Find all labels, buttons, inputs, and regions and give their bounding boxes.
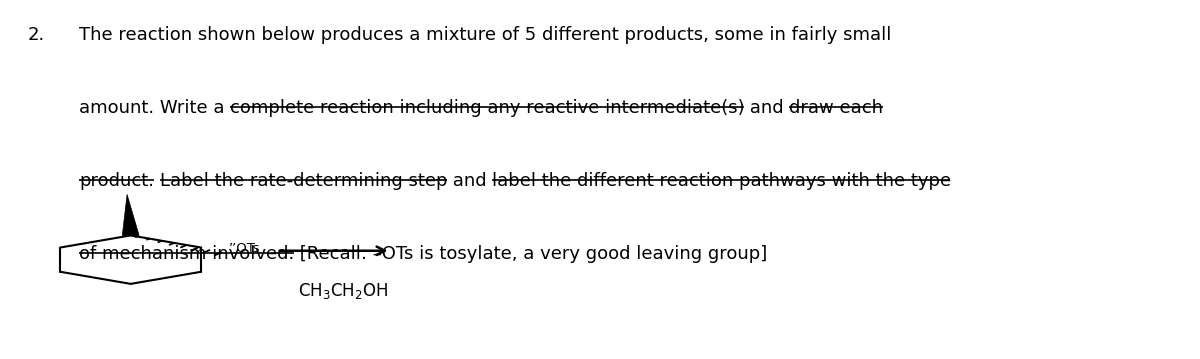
Text: and: and — [446, 172, 492, 190]
Text: Label the rate-determining step: Label the rate-determining step — [160, 172, 448, 190]
Text: [Recall: –OTs is tosylate, a very good leaving group]: [Recall: –OTs is tosylate, a very good l… — [294, 246, 767, 264]
Text: 2.: 2. — [28, 26, 44, 44]
Text: label the different reaction pathways with the type: label the different reaction pathways wi… — [492, 172, 952, 190]
Text: and: and — [744, 99, 788, 117]
Text: The reaction shown below produces a mixture of 5 different products, some in fai: The reaction shown below produces a mixt… — [79, 26, 892, 44]
Polygon shape — [122, 195, 139, 236]
Text: ’’OTs: ’’OTs — [229, 242, 260, 255]
Text: of mechanism involved.: of mechanism involved. — [79, 246, 294, 264]
Text: draw each: draw each — [788, 99, 883, 117]
Text: complete reaction including any reactive intermediate(s): complete reaction including any reactive… — [230, 99, 745, 117]
Text: amount. Write a: amount. Write a — [79, 99, 230, 117]
Text: CH$_3$CH$_2$OH: CH$_3$CH$_2$OH — [299, 281, 389, 301]
Text: product.: product. — [79, 172, 155, 190]
